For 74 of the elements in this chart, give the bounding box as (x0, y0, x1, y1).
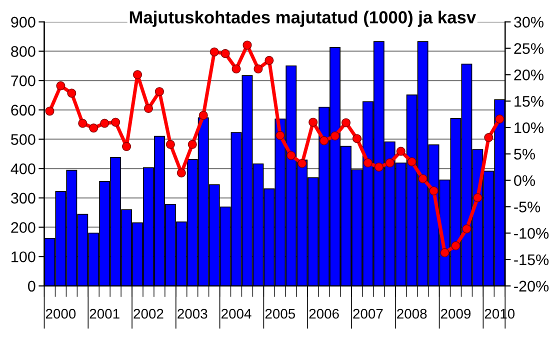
point (144, 104, 154, 114)
point (363, 158, 372, 168)
point (429, 186, 438, 196)
point (67, 88, 76, 98)
y-tick-label: 500 (11, 134, 36, 145)
y2-tick-label: 15% (514, 96, 544, 107)
y2-tick-label: -20% (514, 280, 549, 292)
point (286, 150, 296, 160)
x-tick-label: 2005 (265, 308, 296, 319)
point (352, 134, 362, 144)
y2-tick-label: -10% (514, 228, 549, 239)
y2-tick-label: 30% (514, 16, 544, 28)
point (242, 40, 252, 50)
point (132, 70, 142, 80)
x-tick-label: 2003 (178, 308, 208, 319)
point (276, 130, 285, 140)
point (78, 118, 88, 128)
y-tick-label: 300 (11, 192, 36, 204)
y-tick-label: 700 (11, 75, 36, 86)
point (198, 110, 208, 120)
x-tick-label: 2006 (309, 308, 339, 319)
y-tick-label: 600 (11, 104, 36, 116)
y-tick-label: 400 (10, 163, 36, 174)
point (462, 224, 472, 234)
y-tick-label: 200 (11, 222, 36, 233)
x-tick-label: 2008 (397, 308, 427, 319)
x-tick-label: 2001 (90, 308, 120, 319)
y-tick-label: 100 (12, 251, 36, 262)
y2-tick-label: 5% (514, 148, 535, 160)
point (220, 49, 230, 58)
point (374, 162, 384, 172)
x-tick-label: 2004 (222, 308, 252, 319)
y2-tick-label: 10% (514, 122, 544, 134)
x-tick-label: 2009 (440, 308, 471, 319)
point (330, 131, 340, 140)
point (484, 133, 494, 142)
point (154, 87, 164, 96)
y-tick-label: 900 (11, 16, 36, 28)
point (100, 118, 110, 128)
point (396, 146, 406, 156)
point (232, 64, 241, 74)
y-tick-label: 800 (11, 46, 36, 57)
chart-title: Majutuskohtades majutatud (1000) ja kasv (130, 10, 476, 27)
y-tick-label: 0 (28, 280, 36, 292)
point (176, 168, 186, 178)
point (341, 118, 351, 128)
point (320, 136, 329, 146)
point (89, 124, 98, 133)
x-tick-label: 2002 (134, 308, 164, 319)
point (495, 114, 504, 124)
y2-tick-label: 25% (514, 43, 544, 54)
x-tick-label: 2007 (353, 308, 383, 319)
point (122, 142, 132, 152)
point (440, 248, 450, 258)
point (385, 158, 394, 168)
y2-tick-label: 20% (514, 70, 544, 80)
x-tick-label: 2000 (46, 308, 76, 319)
point (308, 118, 318, 127)
point (418, 174, 428, 184)
point (298, 158, 307, 168)
y2-tick-label: 0% (514, 175, 535, 186)
point (473, 193, 482, 202)
point (45, 106, 54, 116)
point (166, 140, 175, 149)
point (254, 64, 263, 74)
point (407, 157, 416, 166)
point (451, 241, 460, 250)
point (188, 140, 197, 149)
point (56, 81, 66, 90)
point (264, 56, 274, 65)
point (210, 47, 219, 57)
y2-tick-label: -15% (514, 254, 549, 266)
y2-tick-label: -5% (514, 202, 540, 212)
point (111, 118, 120, 127)
